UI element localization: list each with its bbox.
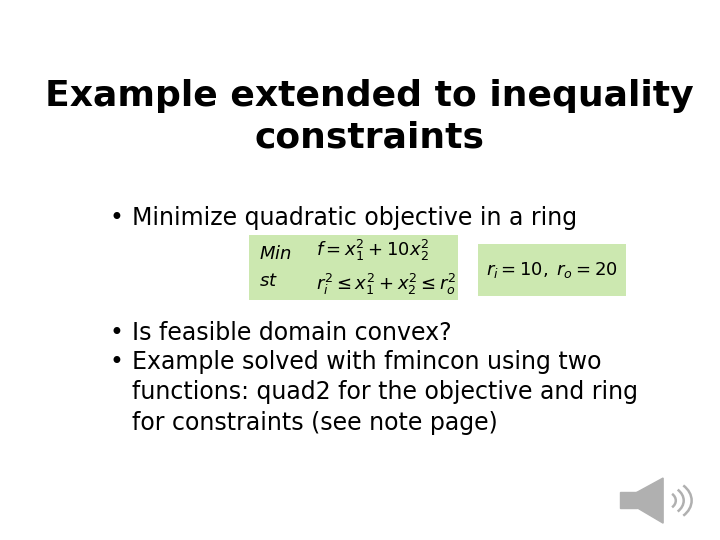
Text: Example solved with fmincon using two
functions: quad2 for the objective and rin: Example solved with fmincon using two fu…: [132, 349, 638, 435]
Text: $r_i = 10, \; r_o = 20$: $r_i = 10, \; r_o = 20$: [486, 260, 618, 280]
Text: •: •: [109, 206, 123, 230]
Text: •: •: [109, 321, 123, 345]
Polygon shape: [637, 478, 663, 523]
Text: $\mathit{st}$: $\mathit{st}$: [259, 272, 278, 289]
Text: $r_i^2 \leq x_1^2 + x_2^2 \leq r_o^2$: $r_i^2 \leq x_1^2 + x_2^2 \leq r_o^2$: [316, 272, 456, 297]
FancyBboxPatch shape: [478, 244, 626, 295]
FancyBboxPatch shape: [620, 492, 637, 508]
Text: Example extended to inequality
constraints: Example extended to inequality constrain…: [45, 79, 693, 154]
Text: Minimize quadratic objective in a ring: Minimize quadratic objective in a ring: [132, 206, 577, 230]
FancyBboxPatch shape: [249, 235, 458, 300]
Text: $\mathit{Min}$: $\mathit{Min}$: [259, 245, 292, 264]
Text: •: •: [109, 349, 123, 374]
Text: $f = x_1^2 + 10x_2^2$: $f = x_1^2 + 10x_2^2$: [316, 238, 430, 264]
Text: Is feasible domain convex?: Is feasible domain convex?: [132, 321, 451, 345]
